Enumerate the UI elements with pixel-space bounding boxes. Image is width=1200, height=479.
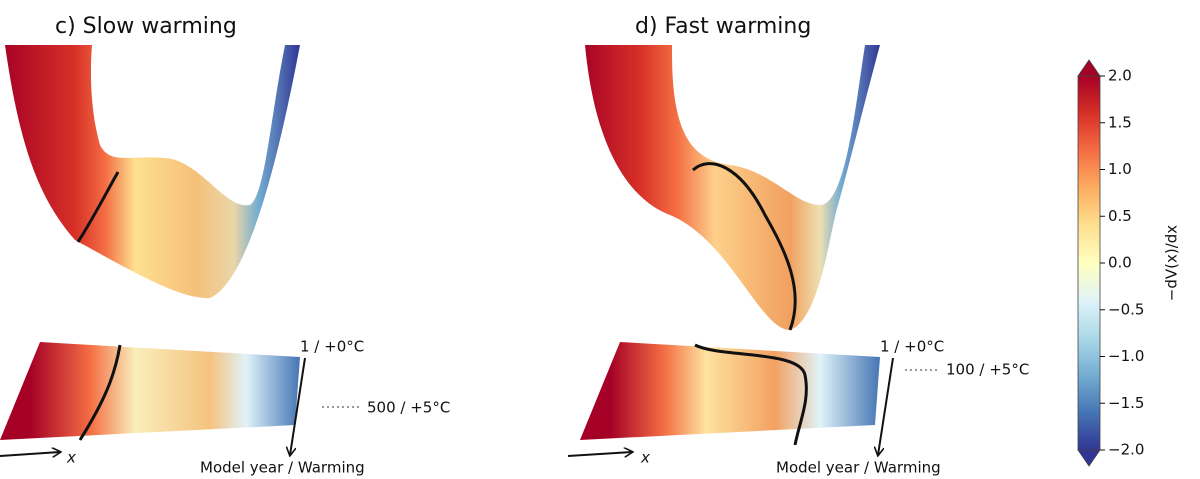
- colorbar-extend-bottom: [1077, 449, 1101, 467]
- panel-title: d) Fast warming: [635, 14, 811, 39]
- time-axis-label: Model year / Warming: [776, 459, 941, 477]
- state-trajectory: [694, 343, 808, 446]
- tick-label: 1.0: [1108, 160, 1132, 178]
- time-arrow: [878, 357, 894, 455]
- x-axis-label: x: [640, 449, 650, 467]
- tick-label: −1.0: [1108, 347, 1144, 365]
- state-trajectory: [78, 344, 122, 441]
- tick-label: −0.5: [1108, 300, 1144, 318]
- tick-label: 2.0: [1108, 67, 1132, 85]
- tick-label: 0.5: [1108, 207, 1132, 225]
- panel-title: c) Slow warming: [55, 14, 237, 39]
- x-arrow: [0, 452, 60, 456]
- time-start: 1 / +0°C: [880, 338, 944, 356]
- time-end: 100 / +5°C: [946, 361, 1029, 379]
- tick-label: −2.0: [1108, 441, 1144, 459]
- tick-label: 1.5: [1108, 113, 1132, 131]
- state-trajectory: [76, 171, 120, 243]
- colorbar: −2.0 −1.5 −1.0 −0.5 0.0 0.5 1.0 1.5 2.0 −dV(x)/dx: [1077, 59, 1181, 467]
- panel-c: c) Slow warming x 1 / +0°C 500 / +5°C Mo…: [0, 14, 450, 477]
- colorbar-label: −dV(x)/dx: [1163, 225, 1181, 302]
- time-start: 1 / +0°C: [300, 338, 364, 356]
- tick-label: 0.0: [1108, 254, 1132, 272]
- time-arrow: [290, 357, 306, 455]
- colorbar-extend-top: [1077, 59, 1101, 77]
- panel-d: d) Fast warming x 1 / +0°C 100 / +5°C Mo…: [567, 14, 1029, 477]
- flat-surface: [0, 342, 300, 440]
- x-axis-label: x: [66, 449, 76, 467]
- colorbar-bar: [1077, 75, 1101, 451]
- flat-surface: [580, 342, 880, 440]
- potential-surface: [5, 45, 300, 299]
- tick-label: −1.5: [1108, 394, 1144, 412]
- state-trajectory: [692, 162, 797, 331]
- x-arrow: [567, 452, 632, 456]
- time-axis-label: Model year / Warming: [200, 459, 365, 477]
- time-end: 500 / +5°C: [367, 399, 450, 417]
- potential-surface: [585, 45, 880, 330]
